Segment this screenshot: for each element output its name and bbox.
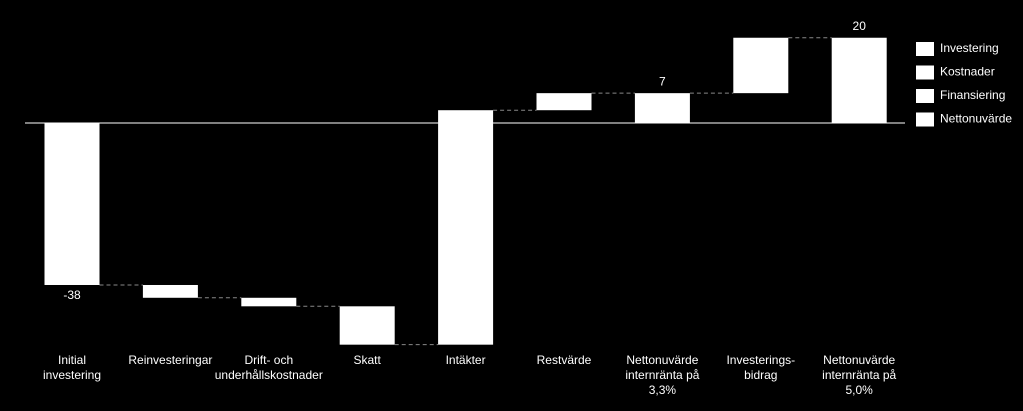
- x-tick-label: Skatt: [353, 353, 381, 367]
- value-label: -38: [63, 288, 81, 302]
- bar: [44, 123, 100, 285]
- legend-swatch: [916, 42, 934, 56]
- legend-swatch: [916, 112, 934, 127]
- x-tick-label: Nettonuvärde internränta på 3,3%: [625, 353, 700, 397]
- legend-label: Nettonuvärde: [940, 112, 1012, 126]
- legend-swatch: [916, 65, 934, 80]
- bar: [438, 110, 494, 345]
- x-tick-label: Reinvesteringar: [128, 353, 213, 367]
- legend-label: Investering: [940, 41, 999, 55]
- value-label: 20: [853, 19, 867, 33]
- bar: [634, 93, 690, 123]
- x-tick-label: Investerings- bidrag: [726, 353, 796, 382]
- bar: [733, 37, 789, 94]
- x-tick-label: Intäkter: [445, 353, 486, 367]
- bar: [831, 37, 887, 123]
- bar: [536, 93, 592, 111]
- x-tick-label: Restvärde: [536, 353, 592, 367]
- legend-swatch: [916, 89, 934, 103]
- value-label: 7: [659, 74, 666, 88]
- legend-label: Kostnader: [940, 65, 995, 79]
- bar: [241, 297, 297, 307]
- x-tick-label: Nettonuvärde internränta på 5,0%: [822, 353, 897, 397]
- x-tick-label: Drift- och underhållskostnader: [214, 353, 323, 382]
- bar: [339, 306, 395, 345]
- bar: [142, 284, 198, 298]
- legend-label: Finansiering: [940, 88, 1005, 102]
- x-tick-label: Initial investering: [42, 353, 102, 382]
